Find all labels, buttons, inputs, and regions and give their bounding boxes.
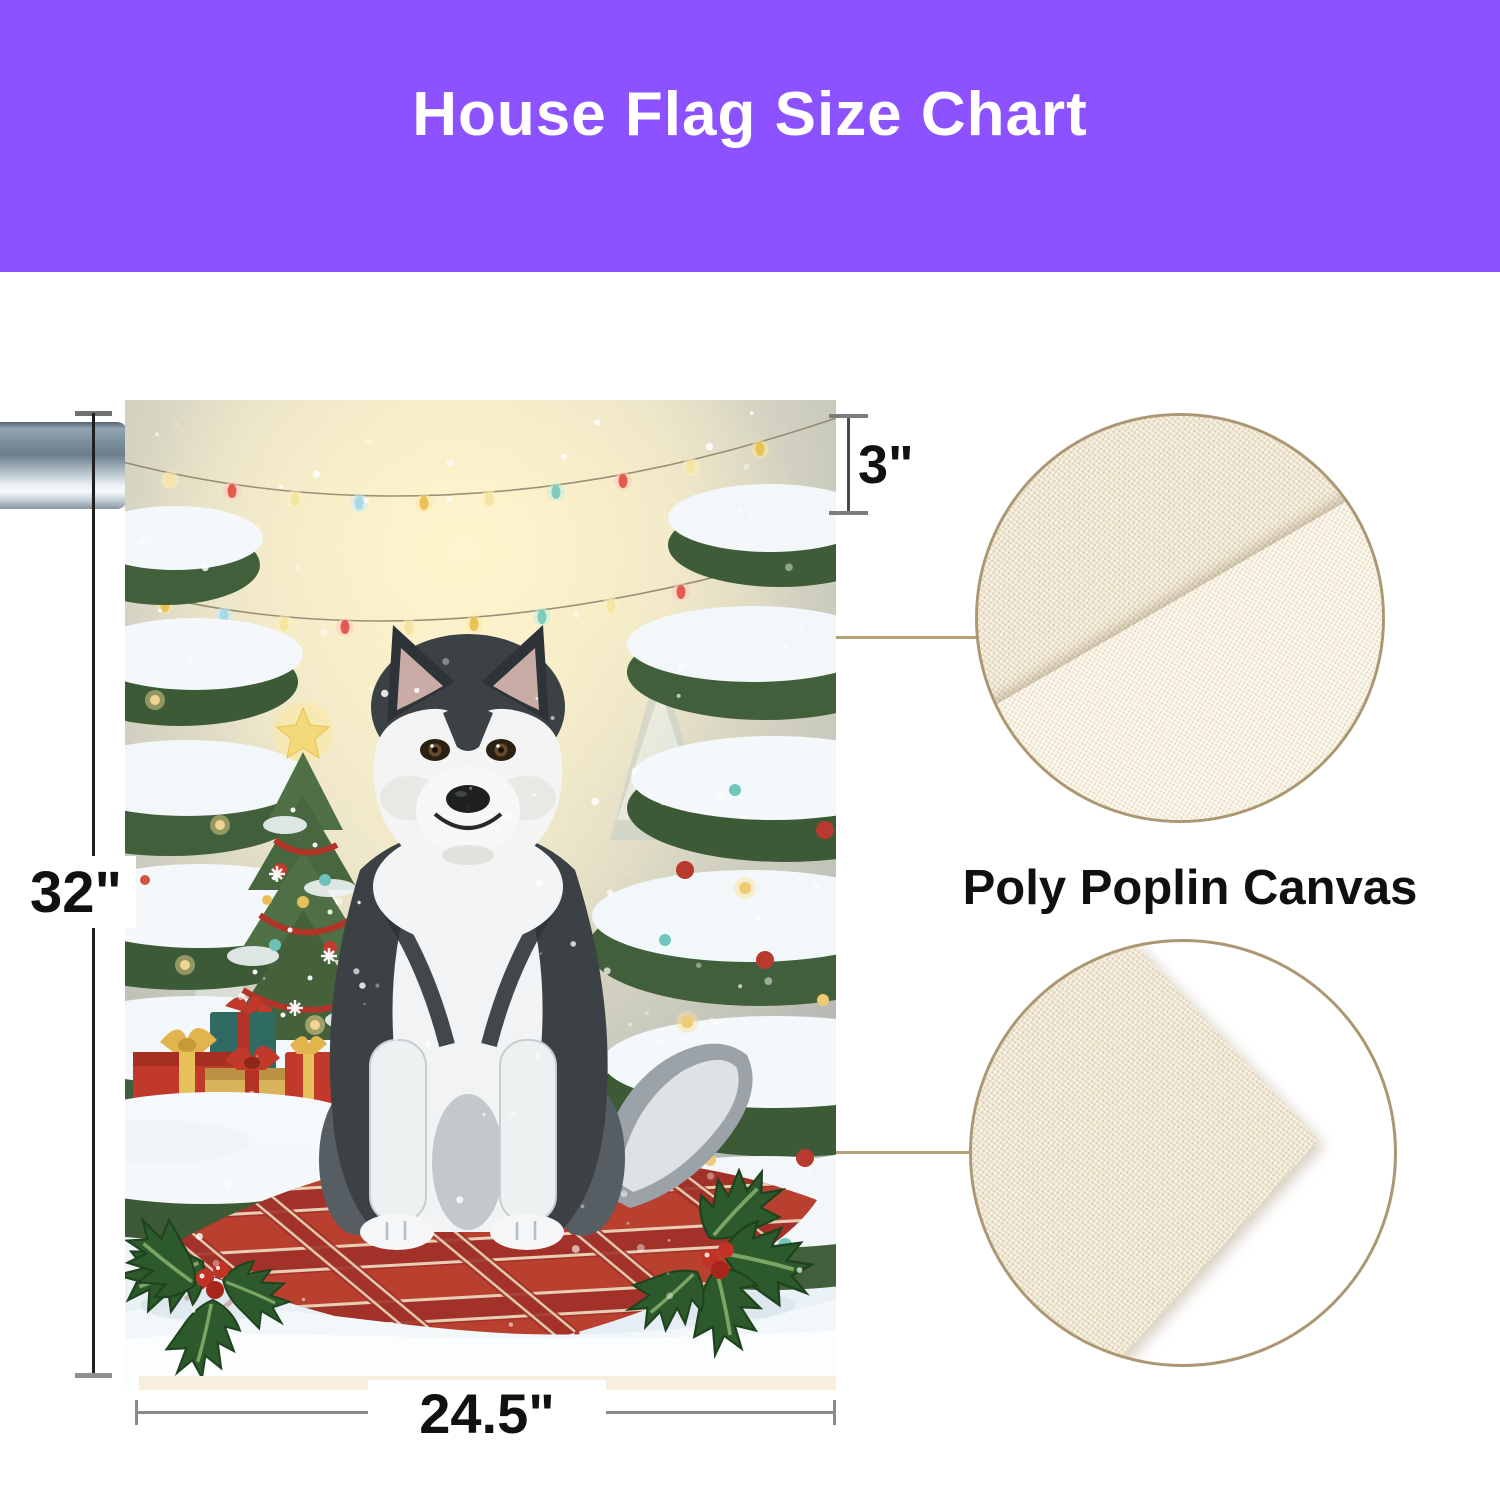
width-dimension-tick-right — [833, 1400, 836, 1425]
fabric-callout-line-bottom — [836, 1151, 972, 1154]
material-label: Poly Poplin Canvas — [962, 861, 1418, 915]
dog-leg-shadow — [432, 1094, 504, 1230]
sleeve-dimension-tick-bottom — [829, 511, 868, 515]
flag-pole — [0, 422, 127, 509]
gift-red-right — [285, 1036, 335, 1104]
page-title: House Flag Size Chart — [412, 80, 1088, 149]
fabric-swatch-circle-top — [975, 413, 1385, 823]
snowfall — [125, 411, 820, 1327]
dog-tail — [595, 1043, 753, 1208]
dog — [319, 625, 753, 1250]
flag-artwork — [125, 400, 836, 1390]
dog-widows-peak — [443, 707, 493, 751]
dog-head — [371, 625, 565, 874]
flag-scene — [125, 400, 836, 1390]
holly-left — [125, 1204, 299, 1383]
holly-berries-right — [701, 1242, 734, 1279]
dog-mouth — [433, 812, 503, 830]
height-dimension-label: 32" — [16, 856, 136, 928]
sleeve-dimension-line — [847, 416, 850, 513]
holly-right — [615, 1149, 815, 1365]
sleeve-dimension-tick-top — [829, 414, 868, 418]
string-lights — [125, 417, 836, 637]
holly-berries-left — [196, 1262, 229, 1299]
width-dimension-tick-left — [135, 1400, 138, 1425]
fabric-callout-line-top — [836, 636, 977, 639]
light-bulbs — [156, 440, 769, 637]
tree-star — [275, 706, 331, 760]
fabric-texture-fold — [978, 480, 1382, 820]
height-dimension-tick-bottom — [75, 1373, 112, 1378]
foreground-snow — [125, 1299, 836, 1390]
sleeve-dimension-label: 3" — [858, 435, 914, 495]
fabric-corner-texture — [972, 942, 1319, 1364]
fabric-swatch-circle-bottom — [969, 939, 1397, 1367]
dog-eyes — [420, 739, 516, 761]
dog-front-legs — [360, 1039, 564, 1250]
header-banner: House Flag Size Chart — [0, 0, 1500, 272]
width-dimension-label: 24.5" — [368, 1380, 606, 1446]
snowflake-ornaments — [269, 866, 337, 1016]
